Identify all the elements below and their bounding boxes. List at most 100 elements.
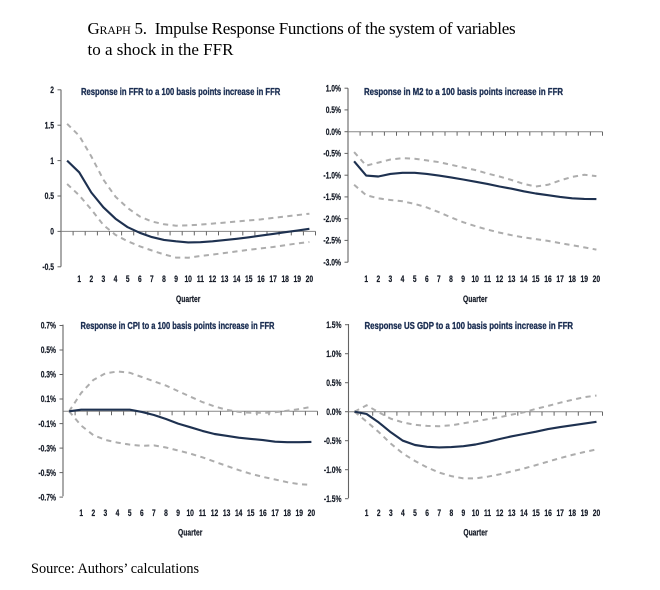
svg-text:1.5%: 1.5% xyxy=(326,320,341,330)
svg-text:15: 15 xyxy=(532,274,540,284)
svg-text:3: 3 xyxy=(389,508,393,518)
svg-text:4: 4 xyxy=(114,274,118,284)
svg-text:18: 18 xyxy=(568,274,576,284)
svg-text:12: 12 xyxy=(496,274,504,284)
svg-text:2: 2 xyxy=(89,274,93,284)
svg-text:0.0%: 0.0% xyxy=(326,407,341,417)
svg-text:8: 8 xyxy=(164,508,168,518)
svg-text:9: 9 xyxy=(176,508,180,518)
svg-text:-1.5%: -1.5% xyxy=(323,192,341,202)
svg-text:3: 3 xyxy=(102,274,106,284)
svg-text:16: 16 xyxy=(544,508,552,518)
svg-text:14: 14 xyxy=(520,274,528,284)
svg-text:6: 6 xyxy=(425,508,429,518)
svg-text:9: 9 xyxy=(461,274,465,284)
svg-text:1: 1 xyxy=(365,508,369,518)
svg-text:14: 14 xyxy=(520,508,528,518)
svg-text:4: 4 xyxy=(116,508,120,518)
svg-text:Quarter: Quarter xyxy=(463,294,488,304)
svg-text:10: 10 xyxy=(471,274,479,284)
svg-text:2: 2 xyxy=(91,508,95,518)
svg-text:Quarter: Quarter xyxy=(463,527,488,537)
svg-text:9: 9 xyxy=(174,274,178,284)
svg-text:9: 9 xyxy=(462,508,466,518)
svg-text:19: 19 xyxy=(581,508,589,518)
svg-text:-1.0%: -1.0% xyxy=(324,465,342,475)
svg-text:20: 20 xyxy=(306,274,314,284)
svg-text:Response in CPI to a 100 basis: Response in CPI to a 100 basis points in… xyxy=(81,321,276,332)
svg-text:-0.7%: -0.7% xyxy=(38,492,56,502)
svg-text:8: 8 xyxy=(162,274,166,284)
svg-text:0.0%: 0.0% xyxy=(326,127,341,137)
svg-text:5: 5 xyxy=(413,274,417,284)
svg-text:-3.0%: -3.0% xyxy=(323,257,341,267)
svg-text:12: 12 xyxy=(211,508,219,518)
svg-text:1: 1 xyxy=(77,274,81,284)
svg-text:1.0%: 1.0% xyxy=(326,349,341,359)
svg-text:0: 0 xyxy=(50,227,54,237)
svg-text:1.5: 1.5 xyxy=(45,120,54,130)
svg-text:6: 6 xyxy=(425,274,429,284)
svg-text:-2.0%: -2.0% xyxy=(323,214,341,224)
svg-text:19: 19 xyxy=(296,508,304,518)
svg-text:10: 10 xyxy=(472,508,480,518)
svg-text:Quarter: Quarter xyxy=(178,527,203,537)
svg-text:4: 4 xyxy=(401,508,405,518)
svg-text:13: 13 xyxy=(508,274,516,284)
svg-text:20: 20 xyxy=(308,508,316,518)
svg-text:20: 20 xyxy=(593,508,601,518)
svg-text:8: 8 xyxy=(449,274,453,284)
svg-text:1.0%: 1.0% xyxy=(326,83,341,93)
svg-text:17: 17 xyxy=(269,274,277,284)
svg-text:16: 16 xyxy=(257,274,265,284)
svg-text:7: 7 xyxy=(150,274,154,284)
svg-text:12: 12 xyxy=(496,508,504,518)
svg-text:16: 16 xyxy=(259,508,267,518)
svg-text:13: 13 xyxy=(223,508,231,518)
svg-text:-0.5%: -0.5% xyxy=(38,468,56,478)
svg-text:-1.5%: -1.5% xyxy=(324,494,342,504)
svg-text:15: 15 xyxy=(245,274,253,284)
svg-text:2: 2 xyxy=(377,508,381,518)
svg-text:7: 7 xyxy=(437,508,441,518)
svg-text:10: 10 xyxy=(186,508,194,518)
svg-text:11: 11 xyxy=(197,274,204,284)
svg-text:6: 6 xyxy=(140,508,144,518)
svg-text:18: 18 xyxy=(569,508,577,518)
svg-text:8: 8 xyxy=(449,508,453,518)
svg-text:16: 16 xyxy=(544,274,552,284)
svg-text:10: 10 xyxy=(184,274,192,284)
svg-text:-0.3%: -0.3% xyxy=(38,443,56,453)
svg-text:-0.1%: -0.1% xyxy=(38,419,56,429)
svg-text:17: 17 xyxy=(556,508,564,518)
svg-text:-0.5%: -0.5% xyxy=(324,436,342,446)
svg-text:0.1%: 0.1% xyxy=(41,394,56,404)
svg-text:2: 2 xyxy=(376,274,380,284)
svg-text:5: 5 xyxy=(128,508,132,518)
svg-text:-2.5%: -2.5% xyxy=(323,236,341,246)
svg-text:0.5: 0.5 xyxy=(45,191,54,201)
svg-text:7: 7 xyxy=(152,508,156,518)
svg-text:6: 6 xyxy=(138,274,142,284)
svg-text:-1.0%: -1.0% xyxy=(323,170,341,180)
svg-text:Response in M2 to a 100 basis: Response in M2 to a 100 basis points inc… xyxy=(364,87,564,98)
svg-text:3: 3 xyxy=(104,508,108,518)
svg-text:3: 3 xyxy=(389,274,393,284)
svg-text:7: 7 xyxy=(437,274,441,284)
svg-text:12: 12 xyxy=(209,274,217,284)
svg-text:-0.5%: -0.5% xyxy=(323,149,341,159)
svg-text:18: 18 xyxy=(283,508,291,518)
svg-text:5: 5 xyxy=(126,274,130,284)
svg-text:11: 11 xyxy=(484,508,491,518)
svg-text:-0.5: -0.5 xyxy=(42,262,54,272)
svg-text:17: 17 xyxy=(556,274,564,284)
svg-text:19: 19 xyxy=(581,274,589,284)
svg-text:0.5%: 0.5% xyxy=(326,105,341,115)
svg-text:11: 11 xyxy=(199,508,206,518)
svg-text:1: 1 xyxy=(364,274,368,284)
svg-text:19: 19 xyxy=(294,274,302,284)
svg-text:1: 1 xyxy=(79,508,83,518)
svg-text:11: 11 xyxy=(484,274,491,284)
svg-text:2: 2 xyxy=(50,85,54,95)
svg-text:4: 4 xyxy=(401,274,405,284)
